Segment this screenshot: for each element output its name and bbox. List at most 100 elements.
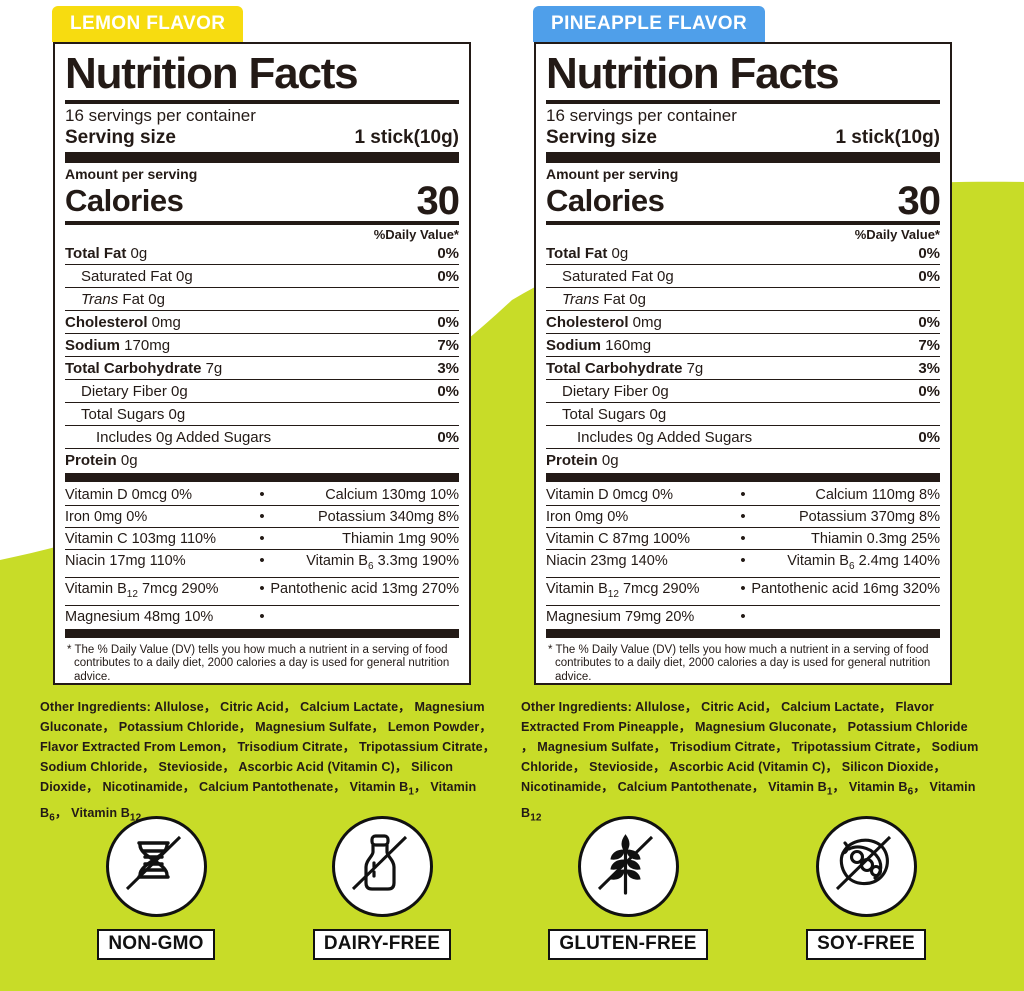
vitamin-list: Vitamin D 0mcg 0% • Calcium 130mg 10% Iron … <box>65 484 459 627</box>
calories-row: Calories 30 <box>546 179 941 223</box>
vitamin-left: Vitamin C 103mg 110% <box>65 531 216 547</box>
nutrient-row: Total Carbohydrate 7g 3% <box>65 356 459 379</box>
nutrient-name: Saturated Fat 0g <box>81 268 193 285</box>
badge-soy-free: SOY-FREE <box>766 816 966 960</box>
vitamin-row: Vitamin C 87mg 100% • Thiamin 0.3mg 25% <box>546 527 940 549</box>
nutrient-name: Includes 0g Added Sugars <box>96 429 272 446</box>
nutrient-name: Total Sugars 0g <box>562 406 667 423</box>
vitamin-right: Pantothenic acid 13mg 270% <box>270 580 459 597</box>
nutrient-row: Includes 0g Added Sugars 0% <box>65 425 459 448</box>
servings-per-container: 16 servings per container <box>65 106 256 125</box>
calories-row: Calories 30 <box>65 181 460 221</box>
nutrient-daily-value: 0% <box>918 245 940 262</box>
nutrient-row: Cholesterol 0mg 0% <box>65 310 459 333</box>
vitamin-left: Magnesium 79mg 20% <box>546 608 695 625</box>
nutrient-daily-value: 0% <box>918 429 940 446</box>
vitamin-list: Vitamin D 0mcg 0% • Calcium 110mg 8% Iron 0… <box>546 484 940 627</box>
nutrient-row: Total Sugars 0g <box>65 402 459 425</box>
other-ingredients-body: Allulose， Citric Acid， Calcium Lactate， … <box>521 700 979 824</box>
nutrient-row: Total Fat 0g 0% <box>65 242 459 264</box>
nutrient-row: Total Carbohydrate 7g 3% <box>546 356 940 379</box>
bullet-separator-icon: • <box>740 607 746 625</box>
nutrient-row: Dietary Fiber 0g 0% <box>65 379 459 402</box>
vitamin-left: Iron 0mg 0% <box>65 509 148 525</box>
divider-thick <box>546 152 940 163</box>
vitamin-left: Niacin 23mg 140% <box>546 553 668 569</box>
serving-size-value: 1 stick(10g) <box>354 127 459 148</box>
nutrient-list: Total Fat 0g 0% Saturated Fat 0g 0% Trans Fa… <box>65 242 459 471</box>
calories-label: Calories <box>546 183 665 218</box>
vitamin-right: Vitamin B6 3.3mg 190% <box>306 553 459 572</box>
nutrient-name: Total Sugars 0g <box>81 406 186 423</box>
nutrient-daily-value: 0% <box>437 245 459 262</box>
bullet-separator-icon: • <box>740 579 746 597</box>
nutrient-row: Dietary Fiber 0g 0% <box>546 379 940 402</box>
nutrient-name: Dietary Fiber 0g <box>562 383 669 400</box>
calories-value: 30 <box>897 179 941 223</box>
nutrient-name: Total Carbohydrate 7g <box>65 360 223 377</box>
nutrient-daily-value: 0% <box>918 383 940 400</box>
nutrient-name: Total Carbohydrate 7g <box>546 360 704 377</box>
vitamin-right: Calcium 110mg 8% <box>815 487 940 503</box>
vitamin-row: Vitamin B12 7mcg 290% • Pantothenic acid 1… <box>65 576 459 605</box>
milk-bottle-icon <box>331 816 433 917</box>
nutrient-name: Protein 0g <box>65 452 138 469</box>
bullet-separator-icon: • <box>259 552 265 569</box>
other-ingredients-header: Other Ingredients: <box>521 700 632 714</box>
bullet-separator-icon: • <box>259 530 265 547</box>
nutrient-daily-value: 0% <box>918 268 940 285</box>
vitamin-row: Magnesium 79mg 20% • <box>546 604 940 627</box>
nutrient-name: Includes 0g Added Sugars <box>577 429 753 446</box>
vitamin-right: Thiamin 1mg 90% <box>342 531 459 547</box>
nutrient-row: Sodium 160mg 7% <box>546 333 940 356</box>
nutrient-name: Cholesterol 0mg <box>546 314 662 331</box>
badge-gluten-free: GLUTEN-FREE <box>528 816 728 960</box>
nutrient-daily-value: 7% <box>437 337 459 354</box>
nutrient-row: Total Fat 0g 0% <box>546 242 940 264</box>
serving-size-value: 1 stick(10g) <box>835 127 940 148</box>
nutrient-daily-value: 0% <box>437 314 459 331</box>
divider-thick <box>546 628 940 638</box>
vitamin-right: Potassium 340mg 8% <box>317 509 459 525</box>
nutrient-row: Includes 0g Added Sugars 0% <box>546 425 940 448</box>
serving-size-label: Serving size <box>546 127 657 148</box>
soybean-pod-icon <box>815 816 917 917</box>
nutrient-daily-value: 0% <box>918 314 940 331</box>
nutrient-row: Saturated Fat 0g 0% <box>546 264 940 287</box>
nutrient-row: Trans Fat 0g <box>546 287 940 310</box>
vitamin-left: Vitamin B12 7mcg 290% <box>546 580 700 600</box>
calories-label: Calories <box>65 183 184 218</box>
badge-label: GLUTEN-FREE <box>548 929 708 960</box>
nutrient-name: Saturated Fat 0g <box>562 268 674 285</box>
nutrient-daily-value: 7% <box>918 337 940 354</box>
nutrient-row: Protein 0g <box>65 448 459 471</box>
nutrient-name: Dietary Fiber 0g <box>81 383 188 400</box>
daily-value-header: %Daily Value* <box>373 227 459 242</box>
daily-value-header: %Daily Value* <box>854 227 940 242</box>
nutrient-name: Trans Fat 0g <box>81 291 165 308</box>
nutrition-facts-title: Nutrition Facts <box>546 49 840 98</box>
nutrient-row: Saturated Fat 0g 0% <box>65 264 459 287</box>
serving-size-label: Serving size <box>65 127 176 148</box>
bullet-separator-icon: • <box>740 552 746 569</box>
badge-dairy-free: DAIRY-FREE <box>282 816 482 960</box>
amount-per-serving-label: Amount per serving <box>546 166 679 182</box>
nutrient-row: Total Sugars 0g <box>546 402 940 425</box>
divider <box>65 100 459 104</box>
daily-value-footnote: * The % Daily Value (DV) tells you how m… <box>548 643 931 683</box>
serving-size-row: Serving size 1 stick(10g) <box>546 126 940 149</box>
vitamin-row: Vitamin C 103mg 110% • Thiamin 1mg 90% <box>65 527 459 549</box>
nutrition-facts-title: Nutrition Facts <box>65 49 359 98</box>
bullet-separator-icon: • <box>740 486 746 503</box>
bullet-separator-icon: • <box>259 579 265 597</box>
nutrient-daily-value: 3% <box>437 360 459 377</box>
vitamin-row: Vitamin D 0mcg 0% • Calcium 130mg 10% <box>65 484 459 505</box>
bullet-separator-icon: • <box>259 508 265 525</box>
nutrient-row: Trans Fat 0g <box>65 287 459 310</box>
nutrient-daily-value: 3% <box>918 360 940 377</box>
other-ingredients-header: Other Ingredients: <box>40 700 151 714</box>
nutrition-facts-box-pineapple: Nutrition Facts 16 servings per containe… <box>534 42 952 685</box>
serving-size-row: Serving size 1 stick(10g) <box>65 126 459 149</box>
badge-non-gmo: NON-GMO <box>56 816 256 960</box>
badge-label: DAIRY-FREE <box>312 929 452 960</box>
